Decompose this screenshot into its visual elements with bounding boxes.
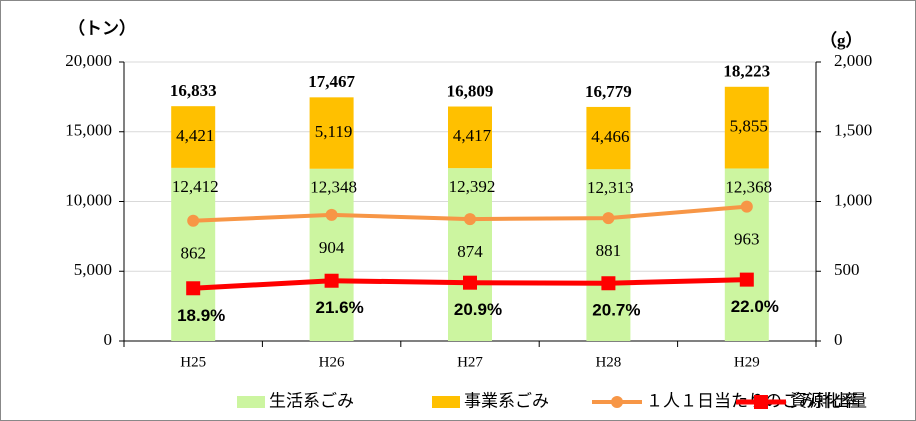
data-label: 12,392 xyxy=(449,177,496,196)
line-marker xyxy=(740,200,753,213)
bar-segment xyxy=(309,97,354,169)
bar-segment xyxy=(724,86,769,169)
bar-segment xyxy=(171,106,216,168)
data-label: 5,855 xyxy=(730,117,768,136)
bar-segment xyxy=(586,106,631,170)
data-label: 874 xyxy=(457,242,483,261)
data-label: 862 xyxy=(180,244,206,263)
data-label: 5,119 xyxy=(315,122,353,141)
y2-axis-label: （g） xyxy=(820,30,863,50)
bar-segment xyxy=(448,168,492,341)
legend-label: 事業系ごみ xyxy=(464,391,549,410)
data-label: 963 xyxy=(734,230,760,249)
data-label: 20.9% xyxy=(454,300,502,319)
y2-tick-label: 500 xyxy=(834,260,860,279)
y-tick-label: 10,000 xyxy=(65,190,112,209)
data-label: 18.9% xyxy=(177,306,225,325)
line-marker xyxy=(601,276,616,291)
total-label: 16,779 xyxy=(585,82,632,101)
bar-segment xyxy=(309,168,354,341)
y2-tick-label: 1,000 xyxy=(834,190,872,209)
legend-marker xyxy=(754,395,768,409)
total-label: 16,809 xyxy=(447,81,494,100)
y2-tick-label: 2,000 xyxy=(834,51,872,70)
y-axis-label: （トン） xyxy=(68,18,136,38)
data-label: 12,313 xyxy=(587,178,634,197)
legend-label: 生活系ごみ xyxy=(269,391,354,410)
data-label: 12,348 xyxy=(310,178,357,197)
line-marker xyxy=(739,272,754,287)
line-marker xyxy=(325,208,338,221)
data-label: 22.0% xyxy=(731,297,779,316)
x-tick-label: H26 xyxy=(319,354,345,370)
line-marker xyxy=(324,273,339,288)
line-marker xyxy=(464,213,476,226)
line-marker xyxy=(186,281,201,296)
data-label: 20.7% xyxy=(592,301,640,320)
line-marker xyxy=(187,214,200,227)
y-tick-label: 15,000 xyxy=(65,121,112,140)
data-label: 12,412 xyxy=(172,177,219,196)
total-label: 17,467 xyxy=(308,72,355,91)
data-label: 21.6% xyxy=(315,298,363,317)
data-label: 12,368 xyxy=(725,177,772,196)
legend-swatch xyxy=(432,396,460,408)
x-tick-label: H28 xyxy=(595,354,621,370)
data-label: 4,421 xyxy=(176,126,214,145)
bar-segment xyxy=(586,169,631,341)
bar-segment xyxy=(171,167,216,341)
data-label: 904 xyxy=(319,238,345,257)
legend-swatch xyxy=(237,396,265,408)
total-label: 18,223 xyxy=(723,62,770,81)
line-marker xyxy=(463,275,477,290)
total-label: 16,833 xyxy=(170,81,217,100)
x-tick-label: H29 xyxy=(734,354,760,370)
y2-tick-label: 1,500 xyxy=(834,121,872,140)
x-tick-label: H25 xyxy=(180,354,206,370)
y2-tick-label: 0 xyxy=(834,330,843,349)
legend-marker xyxy=(611,396,623,408)
y-tick-label: 5,000 xyxy=(74,260,112,279)
bar-segment xyxy=(724,168,769,341)
x-tick-label: H27 xyxy=(457,354,483,370)
y-tick-label: 0 xyxy=(104,330,113,349)
line-marker xyxy=(602,212,615,225)
data-label: 881 xyxy=(596,241,622,260)
data-label: 4,417 xyxy=(453,126,492,145)
y-tick-label: 20,000 xyxy=(65,51,112,70)
bar-segment xyxy=(448,106,492,169)
data-label: 4,466 xyxy=(591,127,629,146)
legend-label: 資源化率 xyxy=(790,391,858,410)
